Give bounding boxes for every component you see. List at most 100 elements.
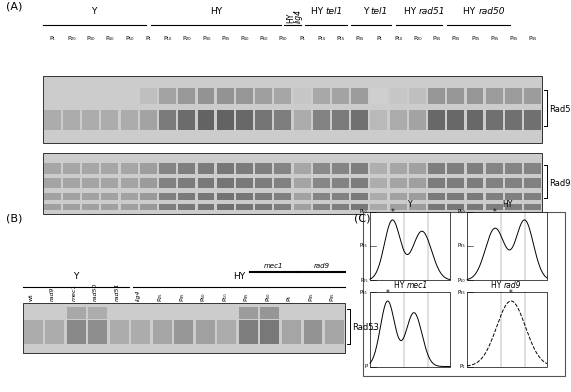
Text: P₅₀: P₅₀ [360,209,368,214]
Bar [332,204,349,210]
Bar [428,178,445,187]
Text: P₁: P₁ [460,364,465,369]
Text: P₅: P₅ [287,295,292,301]
Bar [371,178,387,187]
Text: lig4: lig4 [294,9,303,23]
Text: Y: Y [91,7,97,16]
Bar [505,163,522,174]
Bar [371,204,387,210]
Bar [428,110,445,130]
Text: P₂₅: P₂₅ [360,278,368,283]
Text: P₁: P₁ [299,36,305,41]
Bar [332,193,349,200]
Bar [63,178,80,187]
Bar [275,163,291,174]
Bar [110,320,129,344]
Text: rad9: rad9 [50,286,55,301]
Text: P₃₅: P₃₅ [360,290,368,294]
Bar [371,193,387,200]
Bar [239,307,258,319]
Bar [293,163,311,174]
Text: P₃₅: P₃₅ [457,243,465,249]
Bar [63,163,80,174]
Bar [120,163,138,174]
Text: mec1: mec1 [264,263,283,269]
Bar [239,320,258,344]
Text: Rad53: Rad53 [549,105,571,114]
Bar [178,204,195,210]
Text: wt: wt [29,293,34,301]
Bar [293,178,311,187]
Bar [467,89,484,104]
Bar [389,178,407,187]
Bar [332,110,349,130]
Bar [409,89,426,104]
Bar [102,193,118,200]
Bar [46,320,65,344]
Text: P₅₀: P₅₀ [200,292,206,301]
Bar [409,110,426,130]
Bar [447,193,464,200]
Text: rad51: rad51 [115,282,120,301]
Text: P₂₀: P₂₀ [67,36,76,41]
Text: *: * [385,289,389,298]
Text: P₁₅: P₁₅ [336,36,345,41]
Text: HY: HY [233,272,246,281]
Text: Y: Y [73,272,79,281]
Text: P₃₅: P₃₅ [179,292,184,301]
Bar [524,204,541,210]
Bar [198,110,215,130]
Bar [102,110,118,130]
Text: (C): (C) [354,214,371,224]
Bar [313,89,329,104]
Text: HY: HY [395,281,407,290]
Bar [428,89,445,104]
Bar [351,204,368,210]
Bar [120,193,138,200]
Bar [89,307,107,319]
Bar [447,204,464,210]
Bar [275,193,291,200]
Bar [332,178,349,187]
Text: *: * [509,289,513,298]
Text: P₁: P₁ [50,36,55,41]
Bar [409,163,426,174]
Text: P₅₀: P₅₀ [457,209,465,214]
Bar [275,178,291,187]
Bar [389,163,407,174]
Bar [389,110,407,130]
Text: P₁₀: P₁₀ [457,278,465,283]
Text: *: * [493,208,497,217]
Bar [447,163,464,174]
Bar [505,110,522,130]
Bar [236,193,253,200]
Bar [275,89,291,104]
Bar [389,193,407,200]
Bar [140,193,157,200]
Bar [67,320,86,344]
Bar [313,178,329,187]
Bar [313,110,329,130]
Text: HY: HY [287,13,295,23]
Bar [178,178,195,187]
Text: (A): (A) [6,2,22,12]
Bar [236,204,253,210]
Bar [198,193,215,200]
Bar [467,110,484,130]
Bar [217,204,234,210]
Text: P₄₀: P₄₀ [240,36,249,41]
Bar [363,212,565,376]
Bar [140,89,157,104]
Bar [505,89,522,104]
Bar [409,178,426,187]
Text: rad51: rad51 [419,7,445,16]
Bar [120,110,138,130]
Text: P₃₅: P₃₅ [221,36,230,41]
Bar [428,163,445,174]
Bar [447,89,464,104]
Bar [175,320,194,344]
Bar [236,178,253,187]
Bar [524,163,541,174]
Bar [140,163,157,174]
Bar [467,212,547,280]
